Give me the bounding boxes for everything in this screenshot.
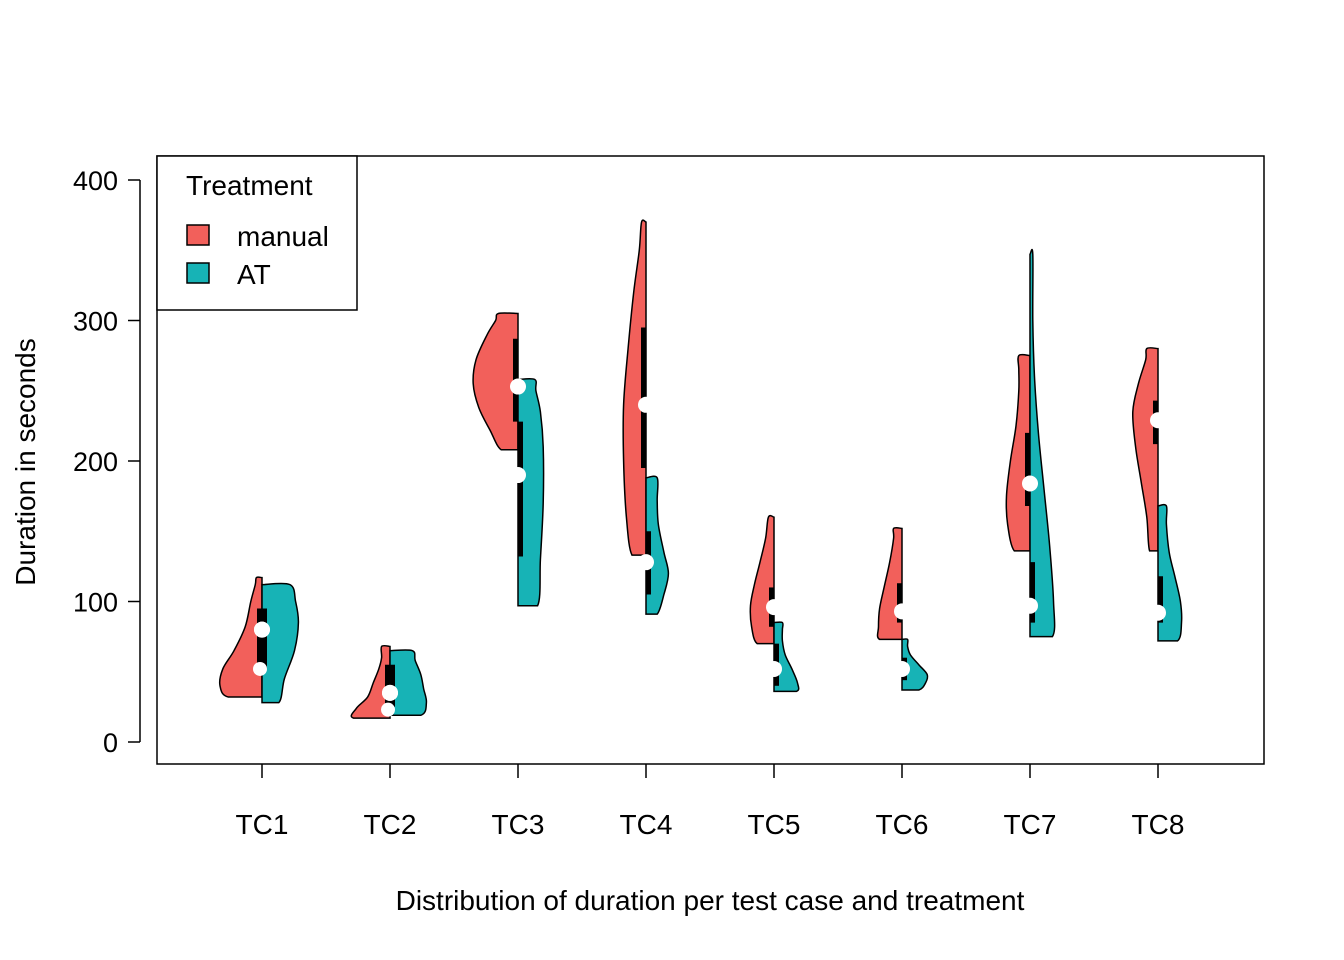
violin-at-tc1 — [261, 582, 300, 704]
x-tick-label-tc5: TC5 — [748, 809, 801, 840]
y-axis-label: Duration in seconds — [10, 338, 41, 585]
legend-swatch-at — [186, 262, 210, 284]
legend-items: manual AT — [186, 221, 329, 290]
violin-manual-tc1 — [218, 576, 263, 698]
median-point — [638, 396, 654, 413]
violin-at-tc2 — [389, 649, 428, 717]
violin-at-tc4 — [645, 475, 670, 615]
legend: Treatment manual AT — [156, 155, 358, 311]
x-tick-label-tc1: TC1 — [236, 809, 289, 840]
violin-at-tc6 — [901, 638, 929, 691]
violin-manual-tc3 — [472, 312, 519, 451]
x-tick-label-tc6: TC6 — [876, 809, 929, 840]
median-point — [1150, 604, 1166, 621]
legend-title: Treatment — [186, 170, 313, 201]
violin-manual-tc4 — [622, 219, 647, 556]
median-point — [766, 660, 782, 677]
median-point — [382, 684, 398, 701]
median-point — [638, 554, 654, 571]
median-point — [510, 467, 526, 484]
legend-label-manual: manual — [237, 221, 329, 252]
plot-layer — [218, 219, 1183, 719]
y-tick-label: 100 — [73, 588, 118, 618]
median-point — [1022, 597, 1038, 614]
mean-point — [253, 661, 267, 676]
median-point — [254, 621, 270, 638]
x-tick-label-tc3: TC3 — [492, 809, 545, 840]
plot-frame — [156, 155, 1265, 765]
violin-manual-tc7 — [1005, 353, 1031, 552]
mean-point — [381, 702, 395, 717]
violin-at-tc7 — [1029, 248, 1056, 638]
legend-label-at: AT — [237, 259, 271, 290]
legend-swatch-manual — [186, 224, 210, 246]
x-axis-label: Distribution of duration per test case a… — [396, 885, 1025, 916]
median-point — [1022, 475, 1038, 492]
y-tick-label: 300 — [73, 307, 118, 337]
x-tick-label-tc2: TC2 — [364, 809, 417, 840]
median-point — [766, 599, 782, 616]
violin-at-tc5 — [773, 621, 800, 693]
median-point — [894, 660, 910, 677]
violin-manual-tc8 — [1131, 347, 1159, 552]
violin-manual-tc2 — [350, 644, 391, 719]
x-tick-label-tc8: TC8 — [1132, 809, 1185, 840]
violin-at-tc8 — [1157, 503, 1183, 642]
x-tick-label-tc7: TC7 — [1004, 809, 1057, 840]
x-tick-label-tc4: TC4 — [620, 809, 673, 840]
y-axis: 0 100 200 300 400 — [73, 166, 141, 758]
y-tick-label: 200 — [73, 447, 118, 477]
violin-at-tc3 — [517, 377, 545, 607]
y-tick-label: 0 — [103, 728, 118, 758]
median-point — [894, 603, 910, 620]
median-point — [1150, 412, 1166, 429]
x-axis: TC1 TC2 TC3 TC4 TC5 TC6 TC7 TC8 — [236, 764, 1185, 840]
median-point — [510, 378, 526, 395]
y-tick-label: 400 — [73, 166, 118, 196]
